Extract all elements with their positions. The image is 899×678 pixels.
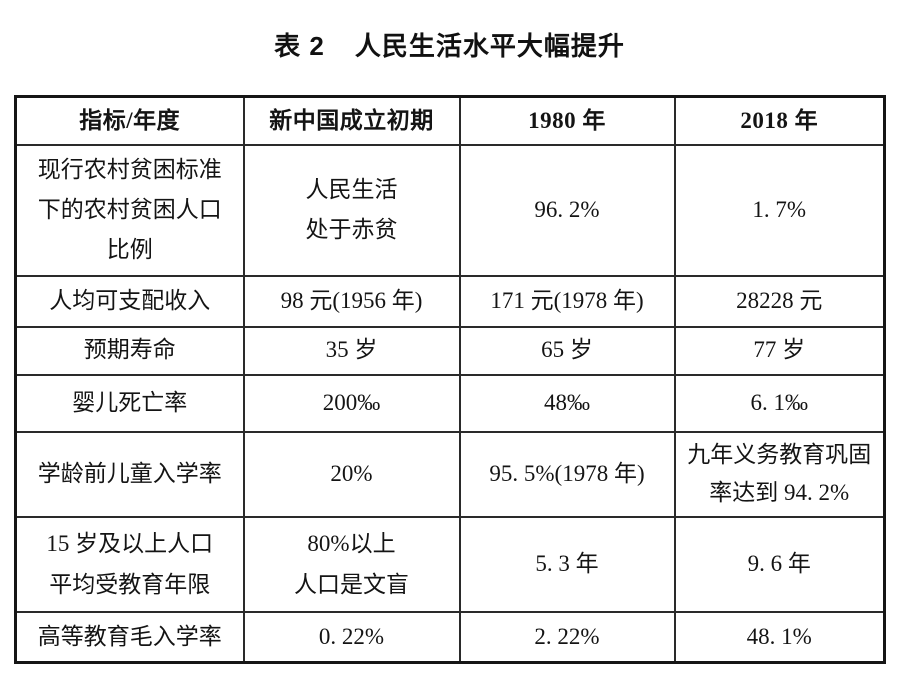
table-row: 学龄前儿童入学率 20% 95. 5%(1978 年) 九年义务教育巩固 率达到…	[14, 430, 886, 518]
table-title-text: 人民生活水平大幅提升	[354, 31, 625, 61]
table-cell: 20%	[242, 430, 461, 518]
table-number-label: 表 2	[274, 31, 325, 61]
table-header-row: 指标/年度 新中国成立初期 1980 年 2018 年	[14, 95, 886, 146]
table-cell: 0. 22%	[242, 610, 461, 664]
table-row: 现行农村贫困标准 下的农村贫困人口 比例 人民生活 处于赤贫 96. 2% 1.…	[14, 143, 886, 277]
table-cell: 80%以上 人口是文盲	[242, 515, 461, 613]
table-cell: 171 元(1978 年)	[458, 274, 676, 328]
table-row: 高等教育毛入学率 0. 22% 2. 22% 48. 1%	[14, 610, 886, 664]
header-cell-2018: 2018 年	[673, 95, 886, 146]
table-cell: 98 元(1956 年)	[242, 274, 461, 328]
table-row: 婴儿死亡率 200‰ 48‰ 6. 1‰	[14, 373, 886, 433]
statistics-table: 指标/年度 新中国成立初期 1980 年 2018 年 现行农村贫困标准 下的农…	[14, 95, 886, 664]
header-cell-early-prc: 新中国成立初期	[242, 95, 461, 146]
table-cell: 预期寿命	[14, 325, 245, 376]
header-cell-1980: 1980 年	[458, 95, 676, 146]
table-cell: 九年义务教育巩固 率达到 94. 2%	[673, 430, 886, 518]
table-cell: 96. 2%	[458, 143, 676, 277]
table-cell: 人民生活 处于赤贫	[242, 143, 461, 277]
table-cell: 6. 1‰	[673, 373, 886, 433]
table-cell: 学龄前儿童入学率	[14, 430, 245, 518]
page-title: 表 2 人民生活水平大幅提升	[0, 26, 899, 63]
table-cell: 高等教育毛入学率	[14, 610, 245, 664]
table-cell: 2. 22%	[458, 610, 676, 664]
table-cell: 现行农村贫困标准 下的农村贫困人口 比例	[14, 143, 245, 277]
header-cell-indicator: 指标/年度	[14, 95, 245, 146]
table-cell: 35 岁	[242, 325, 461, 376]
table-cell: 95. 5%(1978 年)	[458, 430, 676, 518]
table-cell: 婴儿死亡率	[14, 373, 245, 433]
table-cell: 48. 1%	[673, 610, 886, 664]
table-cell: 人均可支配收入	[14, 274, 245, 328]
table-cell: 28228 元	[673, 274, 886, 328]
table-row: 预期寿命 35 岁 65 岁 77 岁	[14, 325, 886, 376]
table-cell: 77 岁	[673, 325, 886, 376]
table-cell: 5. 3 年	[458, 515, 676, 613]
table-cell: 1. 7%	[673, 143, 886, 277]
table-row: 15 岁及以上人口 平均受教育年限 80%以上 人口是文盲 5. 3 年 9. …	[14, 515, 886, 613]
table-cell: 200‰	[242, 373, 461, 433]
table-row: 人均可支配收入 98 元(1956 年) 171 元(1978 年) 28228…	[14, 274, 886, 328]
table-cell: 48‰	[458, 373, 676, 433]
table-cell: 65 岁	[458, 325, 676, 376]
table-cell: 15 岁及以上人口 平均受教育年限	[14, 515, 245, 613]
table-cell: 9. 6 年	[673, 515, 886, 613]
